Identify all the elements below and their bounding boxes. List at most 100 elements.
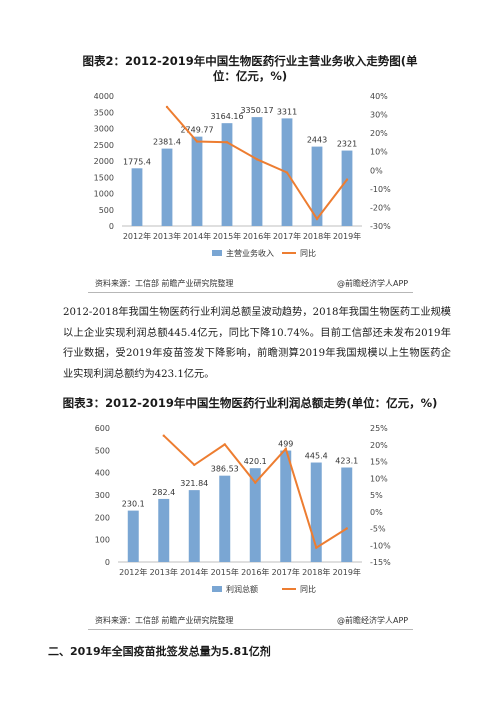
y-left-tick-label: 600 xyxy=(95,424,110,433)
y-left-tick-label: 1500 xyxy=(94,173,114,182)
x-tick-label: 2019年 xyxy=(333,567,361,577)
line-point xyxy=(315,546,318,549)
bar xyxy=(127,510,139,562)
y-left-tick-label: 3500 xyxy=(94,108,114,117)
y-right-tick-label: -5% xyxy=(370,525,386,534)
line-point xyxy=(345,178,349,181)
legend-label-bar: 主营业务收入 xyxy=(226,248,274,258)
y-right-tick-label: -20% xyxy=(370,203,391,212)
y-left-tick-label: 2000 xyxy=(94,157,114,166)
line-point xyxy=(254,481,257,484)
line-point xyxy=(223,443,226,446)
line-point xyxy=(255,158,259,161)
bar xyxy=(131,168,143,226)
bar xyxy=(219,475,231,562)
x-tick-label: 2015年 xyxy=(211,567,239,577)
legend-swatch-bar xyxy=(212,586,222,592)
bar xyxy=(158,498,170,562)
y-right-tick-label: -15% xyxy=(370,558,391,567)
line-point xyxy=(195,140,199,143)
y-right-tick-label: 20% xyxy=(370,129,388,138)
bar xyxy=(161,148,173,226)
chart1-title-line2: 位：亿元，%) xyxy=(212,69,288,83)
line-point xyxy=(285,171,289,174)
bar xyxy=(191,136,203,226)
bar xyxy=(311,146,323,226)
section-heading: 二、2019年全国疫苗批签发总量为5.81亿剂 xyxy=(48,645,271,658)
y-right-tick-label: 15% xyxy=(370,458,388,467)
bar-data-label: 2321 xyxy=(337,140,357,149)
x-tick-label: 2013年 xyxy=(153,231,181,241)
bar-data-label: 282.4 xyxy=(152,488,175,497)
y-left-tick-label: 0 xyxy=(109,222,114,231)
x-tick-label: 2013年 xyxy=(150,567,178,577)
y-right-tick-label: 10% xyxy=(370,474,388,483)
line-point xyxy=(284,447,287,450)
bar xyxy=(341,150,353,226)
bar-data-label: 445.4 xyxy=(305,452,328,461)
line-point xyxy=(315,217,319,221)
x-tick-label: 2019年 xyxy=(333,231,361,241)
y-right-tick-label: -10% xyxy=(370,541,391,550)
legend-label-line: 同比 xyxy=(300,248,316,258)
bar xyxy=(310,462,322,562)
bar-data-label: 2381.4 xyxy=(153,138,181,147)
bar xyxy=(341,467,353,562)
y-left-tick-label: 0 xyxy=(105,558,110,567)
line-point xyxy=(162,434,165,437)
y-right-tick-label: -10% xyxy=(370,185,391,194)
chart2-title: 图表3：2012-2019年中国生物医药行业利润总额走势(单位：亿元，%) xyxy=(62,396,438,410)
chart1-divider xyxy=(88,292,413,293)
y-left-tick-label: 3000 xyxy=(94,125,114,134)
chart1-source: 资料来源：工信部 前瞻产业研究院整理 xyxy=(95,279,234,288)
x-tick-label: 2015年 xyxy=(213,231,241,241)
bar-data-label: 3311 xyxy=(277,107,297,116)
profit-chart: 0 100 200 300 400 500 600 -15% -10% -5% 0% 5% 10% 15%… xyxy=(95,424,391,594)
legend-label-line: 同比 xyxy=(300,584,316,594)
line-point xyxy=(193,463,196,467)
x-tick-label: 2014年 xyxy=(183,231,211,241)
y-right-tick-label: 10% xyxy=(370,148,388,157)
bar-data-label: 230.1 xyxy=(122,500,145,509)
x-tick-label: 2012年 xyxy=(119,567,147,577)
y-left-tick-label: 500 xyxy=(95,446,110,455)
y-right-tick-label: -30% xyxy=(370,222,391,231)
bar-data-label: 2443 xyxy=(307,136,327,145)
y-left-tick-label: 1000 xyxy=(94,190,114,199)
y-right-tick-label: 40% xyxy=(370,92,388,101)
y-left-tick-label: 100 xyxy=(95,536,110,545)
legend-swatch-bar xyxy=(212,250,222,256)
y-right-tick-label: 20% xyxy=(370,441,388,450)
bar xyxy=(188,490,200,562)
chart2-source: 资料来源：工信部 前瞻产业研究院整理 xyxy=(95,616,234,625)
y-right-tick-label: 0% xyxy=(370,166,383,175)
x-tick-label: 2016年 xyxy=(243,231,271,241)
bar xyxy=(251,117,263,226)
bar-data-label: 3164.16 xyxy=(210,112,243,121)
bar-data-label: 420.1 xyxy=(244,457,267,466)
chart2-divider xyxy=(88,629,413,630)
chart2-watermark-credit: @前瞻经济学人APP xyxy=(337,616,409,625)
line-point xyxy=(345,527,348,530)
bar-data-label: 386.53 xyxy=(211,465,239,474)
x-tick-label: 2016年 xyxy=(241,567,269,577)
bar xyxy=(221,123,233,226)
x-tick-label: 2014年 xyxy=(180,567,208,577)
x-tick-label: 2018年 xyxy=(303,231,331,241)
y-left-tick-label: 2500 xyxy=(94,141,114,150)
body-paragraph: 2012-2018年我国生物医药行业利润总额呈波动趋势，2018年我国生物医药工… xyxy=(63,307,451,380)
bar-data-label: 499 xyxy=(278,440,293,449)
y-left-tick-label: 500 xyxy=(99,206,114,215)
chart1-title-line1: 图表2：2012-2019年中国生物医药行业主营业务收入走势图(单 xyxy=(82,54,418,68)
y-right-tick-label: 0% xyxy=(370,508,383,517)
y-right-tick-label: 5% xyxy=(370,491,383,500)
bar-data-label: 3350.17 xyxy=(240,106,273,115)
bar-data-label: 423.1 xyxy=(335,457,358,466)
revenue-chart: 0 500 1000 1500 2000 2500 3000 3500 4000 -30% -20%… xyxy=(94,92,391,258)
x-tick-label: 2017年 xyxy=(272,567,300,577)
bar-data-label: 2749.77 xyxy=(180,126,213,135)
bar xyxy=(280,450,292,562)
y-left-tick-label: 400 xyxy=(95,469,110,478)
bar-data-label: 321.84 xyxy=(180,479,208,488)
y-left-tick-label: 200 xyxy=(95,513,110,522)
